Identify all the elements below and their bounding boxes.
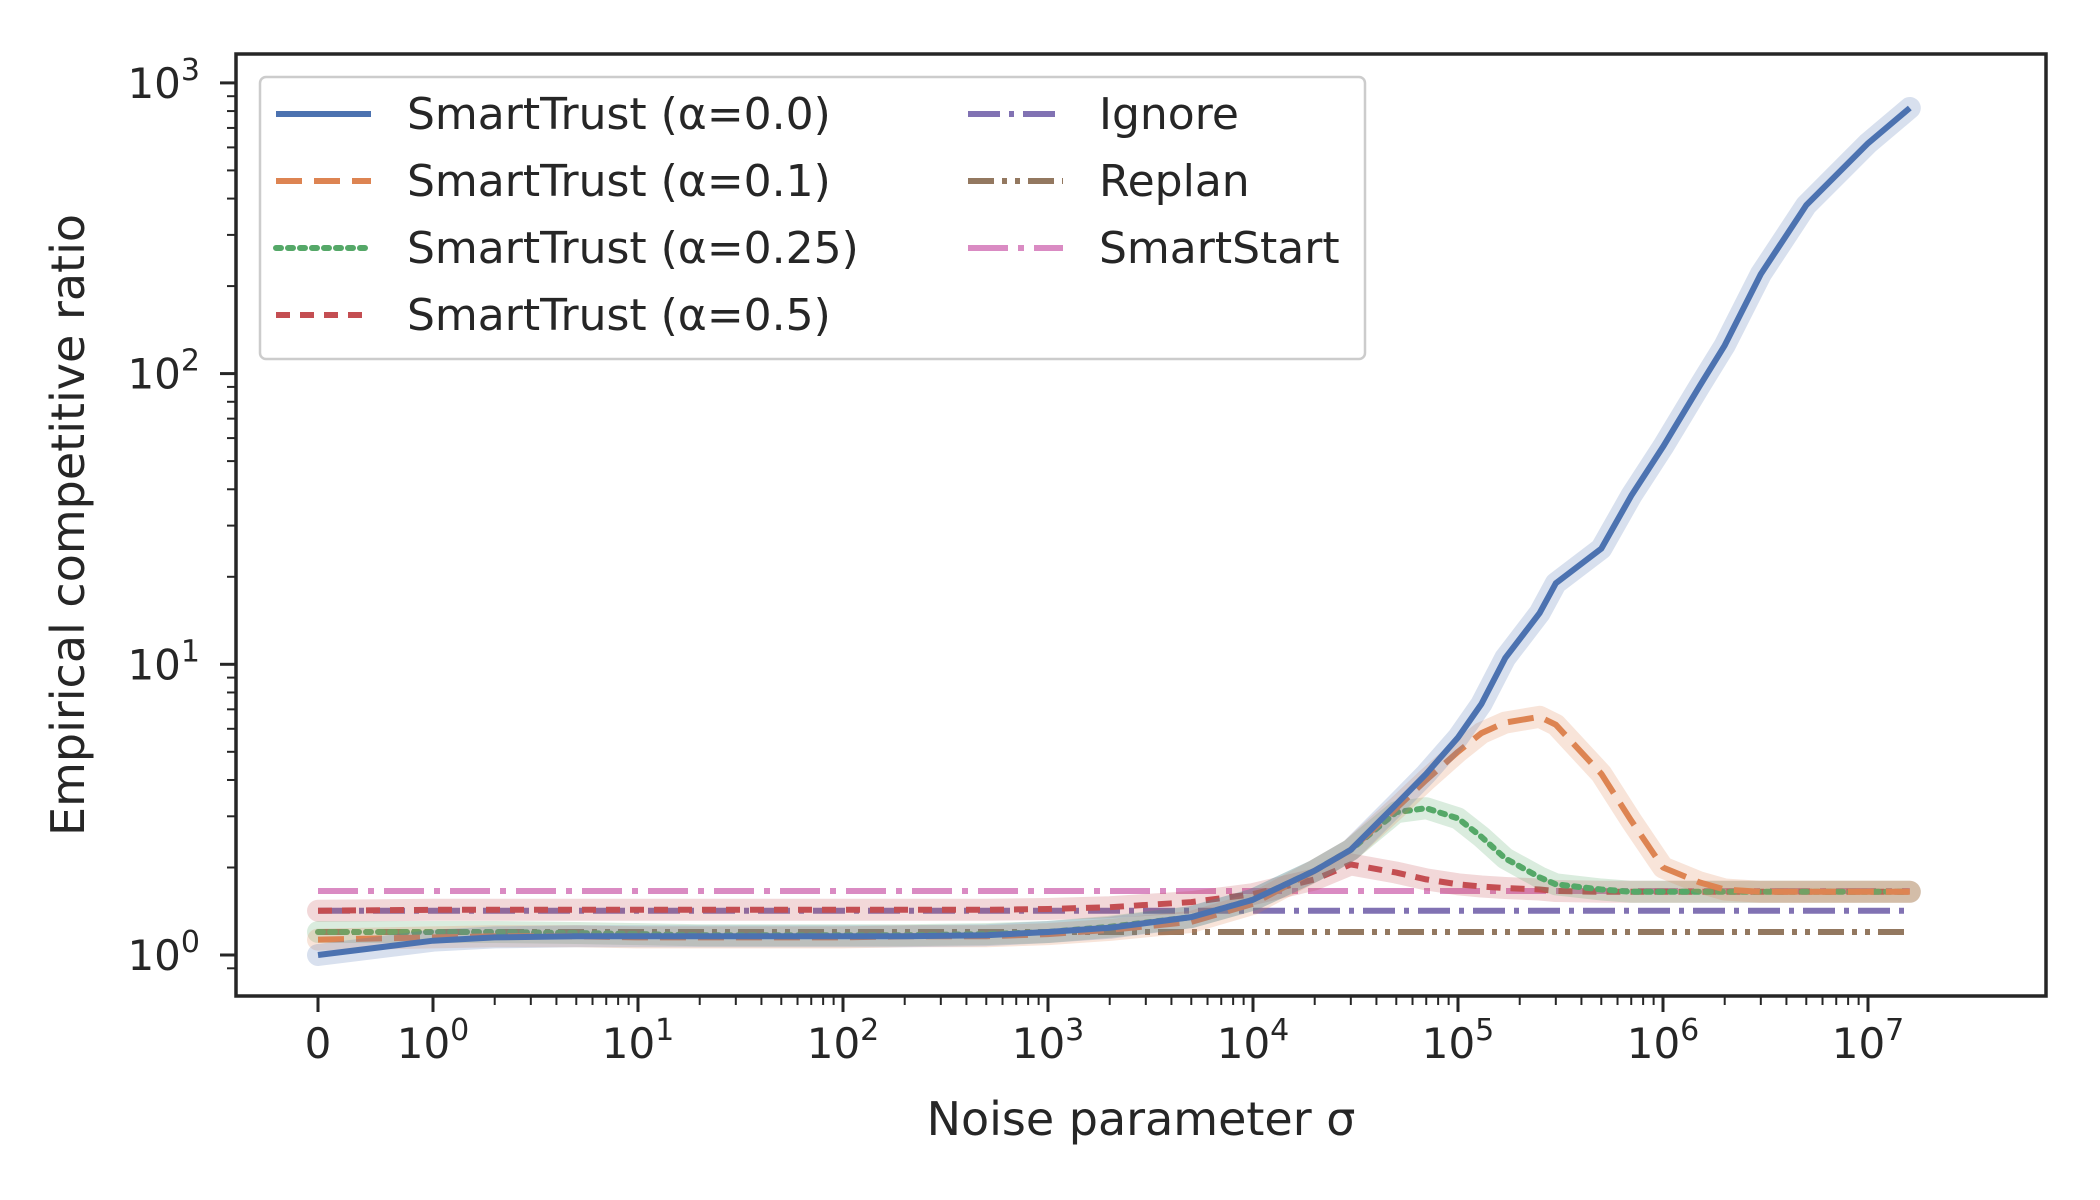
legend-label-ignore: Ignore [1099,89,1239,140]
x-tick-exponent: 1 [655,1013,674,1048]
legend-label-smarttrust-0-0: SmartTrust (α=0.0) [407,89,831,140]
legend-box [258,75,1367,361]
x-axis-label: Noise parameter σ [927,1092,1356,1146]
x-tick-label: 100 [397,1013,470,1068]
y-tick-exponent: 0 [181,925,200,960]
legend-label-replan: Replan [1099,156,1250,207]
x-tick-label: 106 [1627,1013,1700,1068]
x-tick-label: 101 [602,1013,675,1068]
series-line-smarttrust-0-5 [317,861,1910,914]
x-tick-exponent: 4 [1270,1013,1289,1048]
y-tick-exponent: 1 [181,634,200,669]
y-axis-label: Empirical competitive ratio [41,214,95,836]
x-tick-exponent: 7 [1885,1013,1904,1048]
y-tick-label: 103 [127,53,200,108]
x-tick-label: 105 [1422,1013,1495,1068]
x-tick-base: 10 [1012,1019,1065,1068]
x-tick-base: 10 [1627,1019,1680,1068]
legend-label-smartstart: SmartStart [1099,223,1340,274]
y-tick-exponent: 3 [181,53,200,88]
x-tick-label: 0 [305,1019,332,1068]
x-tick-label: 107 [1832,1013,1905,1068]
x-tick-base: 10 [1832,1019,1885,1068]
legend-label-smarttrust-0-5: SmartTrust (α=0.5) [407,290,831,341]
x-tick-exponent: 2 [860,1013,879,1048]
x-tick-base: 10 [1422,1019,1475,1068]
y-tick-label: 102 [127,344,200,399]
x-tick-base: 10 [1217,1019,1270,1068]
x-tick-label: 104 [1217,1013,1290,1068]
legend: SmartTrust (α=0.0) SmartTrust (α=0.1) Smar… [258,75,1367,361]
x-tick-base: 10 [807,1019,860,1068]
x-tick-label: 103 [1012,1013,1085,1068]
plot-area [307,97,1921,966]
x-tick-exponent: 0 [450,1013,469,1048]
y-tick-base: 10 [127,59,180,108]
x-tick-exponent: 3 [1065,1013,1084,1048]
x-tick-label: 102 [807,1013,880,1068]
y-tick-base: 10 [127,640,180,689]
legend-label-smarttrust-0-25: SmartTrust (α=0.25) [407,223,859,274]
x-tick-exponent: 5 [1475,1013,1494,1048]
y-tick-label: 101 [127,634,200,689]
y-tick-base: 10 [127,350,180,399]
series-line-smarttrust-0-0 [317,105,1912,958]
x-tick-base: 0 [305,1019,332,1068]
x-tick-base: 10 [602,1019,655,1068]
y-tick-exponent: 2 [181,344,200,379]
y-tick-base: 10 [127,931,180,980]
x-tick-base: 10 [397,1019,450,1068]
x-tick-exponent: 6 [1680,1013,1699,1048]
legend-label-smarttrust-0-1: SmartTrust (α=0.1) [407,156,831,207]
y-tick-label: 100 [127,925,200,980]
